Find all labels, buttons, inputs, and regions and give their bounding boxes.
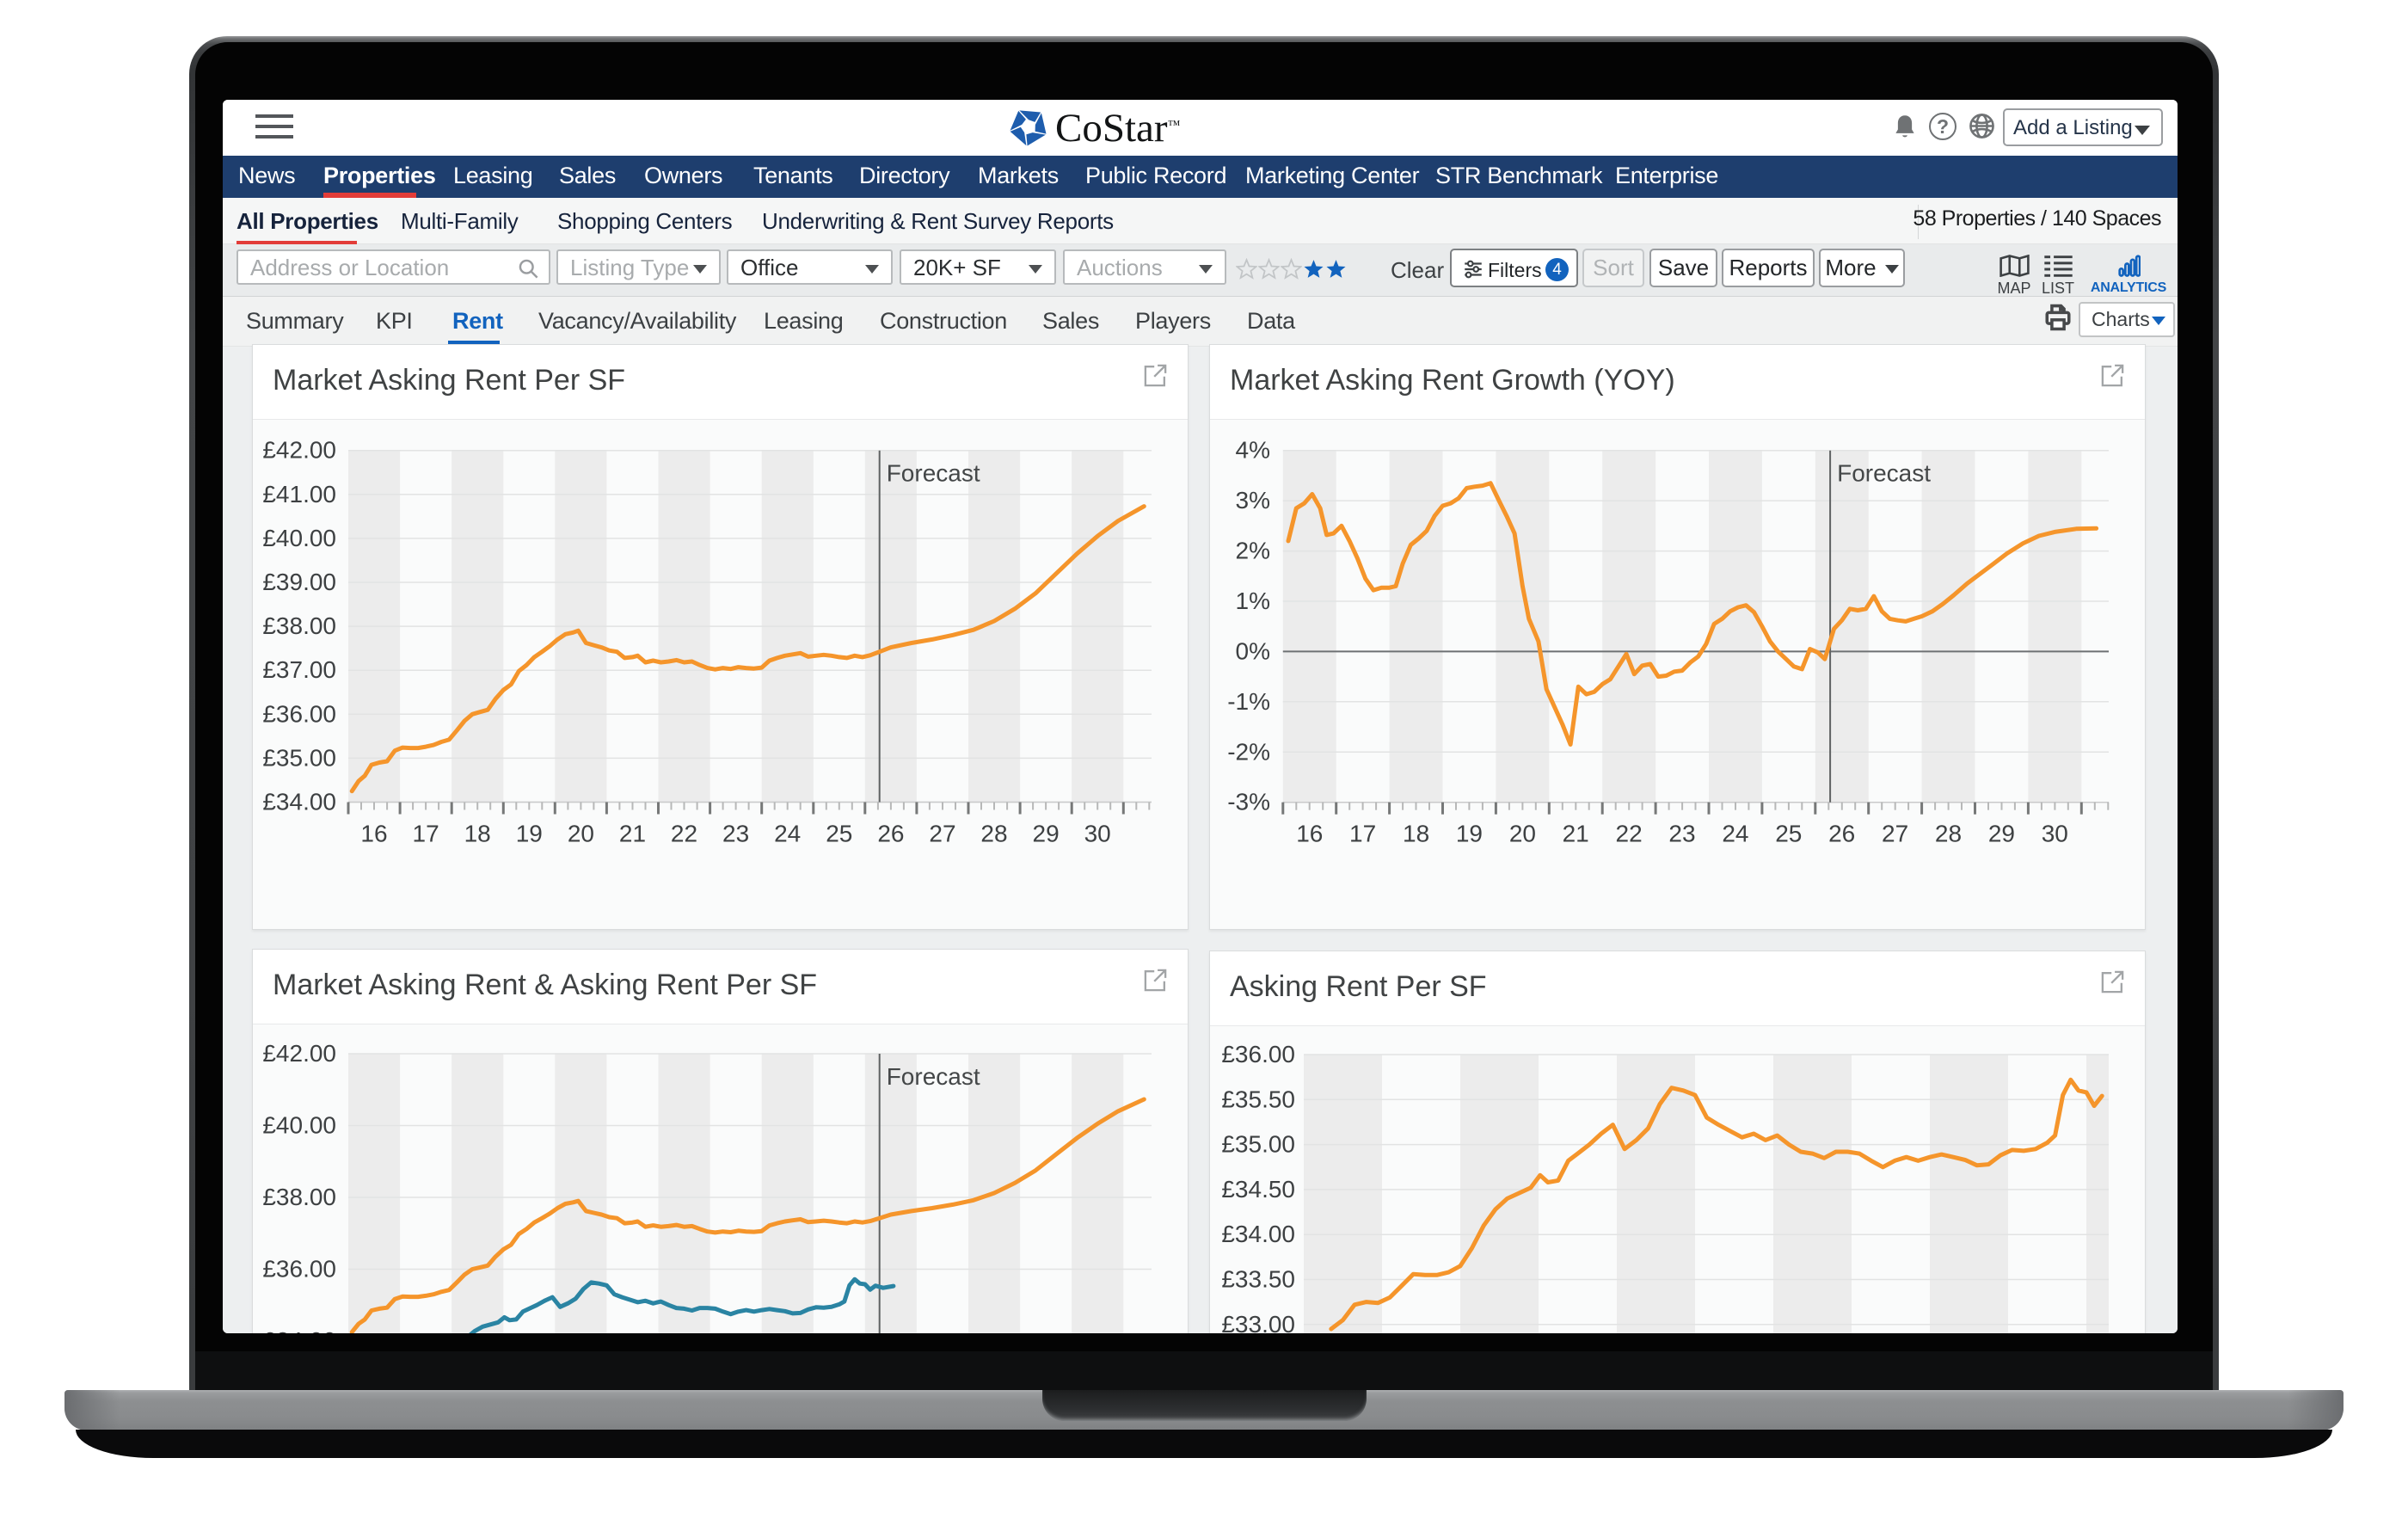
svg-text:16: 16: [1296, 821, 1323, 847]
svg-text:-2%: -2%: [1227, 738, 1270, 765]
svg-text:£34.00: £34.00: [1221, 1221, 1295, 1247]
svg-text:23: 23: [1668, 821, 1695, 847]
svg-text:£40.00: £40.00: [262, 1112, 336, 1139]
svg-text:28: 28: [980, 821, 1007, 847]
svg-text:£33.00: £33.00: [1221, 1311, 1295, 1333]
svg-text:£36.00: £36.00: [262, 700, 336, 727]
svg-text:4%: 4%: [1236, 437, 1270, 464]
svg-text:18: 18: [1403, 821, 1429, 847]
svg-text:£37.00: £37.00: [262, 656, 336, 683]
svg-text:£41.00: £41.00: [262, 481, 336, 508]
svg-text:Forecast: Forecast: [1837, 460, 1931, 487]
svg-text:29: 29: [1033, 821, 1060, 847]
svg-text:21: 21: [619, 821, 646, 847]
svg-text:17: 17: [413, 821, 439, 847]
svg-text:23: 23: [722, 821, 749, 847]
svg-text:Forecast: Forecast: [887, 1063, 980, 1090]
svg-text:29: 29: [1988, 821, 2015, 847]
svg-text:20: 20: [568, 821, 594, 847]
svg-text:£40.00: £40.00: [262, 525, 336, 551]
svg-text:27: 27: [929, 821, 955, 847]
svg-text:22: 22: [1616, 821, 1643, 847]
svg-text:18: 18: [464, 821, 491, 847]
svg-text:21: 21: [1563, 821, 1589, 847]
svg-text:£35.00: £35.00: [262, 744, 336, 771]
svg-text:19: 19: [1456, 821, 1483, 847]
svg-text:1%: 1%: [1236, 588, 1270, 614]
svg-text:£38.00: £38.00: [262, 1184, 336, 1210]
svg-text:28: 28: [1935, 821, 1962, 847]
svg-text:16: 16: [360, 821, 387, 847]
svg-text:0%: 0%: [1236, 637, 1270, 664]
svg-text:£36.00: £36.00: [1221, 1041, 1295, 1067]
svg-text:£34.50: £34.50: [1221, 1176, 1295, 1203]
svg-text:25: 25: [1775, 821, 1802, 847]
svg-text:30: 30: [2042, 821, 2068, 847]
svg-text:£35.00: £35.00: [1221, 1131, 1295, 1158]
svg-text:24: 24: [1722, 821, 1748, 847]
svg-text:Forecast: Forecast: [887, 460, 980, 487]
svg-text:£36.00: £36.00: [262, 1256, 336, 1283]
svg-text:20: 20: [1509, 821, 1536, 847]
svg-text:-3%: -3%: [1227, 789, 1270, 815]
svg-text:£38.00: £38.00: [262, 612, 336, 639]
svg-text:£33.50: £33.50: [1221, 1266, 1295, 1293]
svg-text:£35.50: £35.50: [1221, 1086, 1295, 1112]
svg-text:£34.00: £34.00: [262, 789, 336, 815]
svg-text:22: 22: [671, 821, 697, 847]
svg-text:30: 30: [1084, 821, 1111, 847]
svg-text:3%: 3%: [1236, 487, 1270, 514]
svg-text:-1%: -1%: [1227, 688, 1270, 715]
svg-text:2%: 2%: [1236, 538, 1270, 564]
svg-text:24: 24: [774, 821, 801, 847]
svg-text:25: 25: [826, 821, 852, 847]
svg-text:£34.00: £34.00: [262, 1327, 336, 1333]
svg-text:26: 26: [1828, 821, 1855, 847]
svg-text:26: 26: [877, 821, 904, 847]
svg-text:17: 17: [1349, 821, 1376, 847]
svg-text:£42.00: £42.00: [262, 437, 336, 464]
svg-text:27: 27: [1882, 821, 1908, 847]
svg-text:£39.00: £39.00: [262, 569, 336, 595]
svg-text:19: 19: [516, 821, 543, 847]
svg-text:£42.00: £42.00: [262, 1040, 336, 1067]
